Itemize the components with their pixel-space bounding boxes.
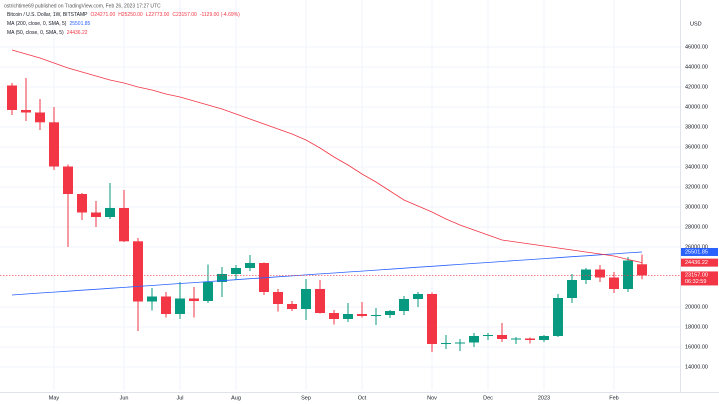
candle-body <box>161 296 171 314</box>
ma-line <box>11 49 643 264</box>
candle-body <box>189 298 199 301</box>
y-tick-label: 34000.00 <box>685 164 708 170</box>
symbol: Bitcoin / U.S. Dollar, 1W, BITSTAMP O2427… <box>7 12 240 18</box>
candle-body <box>399 299 409 311</box>
candle-body <box>413 294 423 299</box>
candle-body <box>287 304 297 309</box>
y-tick-label: 44000.00 <box>685 64 708 70</box>
candle-body <box>623 260 633 289</box>
x-tick-label: Oct <box>358 395 367 401</box>
y-tick-label: 30000.00 <box>685 204 708 210</box>
candle-body <box>63 166 73 194</box>
x-tick-label: Dec <box>483 395 493 401</box>
candle-body <box>315 289 325 313</box>
candle-body <box>469 336 479 343</box>
x-tick-label: Nov <box>427 395 437 401</box>
candle-body <box>273 292 283 304</box>
candle-body <box>301 289 311 309</box>
y-tick-label: 26000.00 <box>685 244 708 250</box>
y-tick-label: 14000.00 <box>685 364 708 370</box>
ohlc-value: H25250.00 <box>118 12 143 18</box>
candle-body <box>77 194 87 213</box>
y-tick-label: 38000.00 <box>685 124 708 130</box>
x-tick-label: Jun <box>120 395 129 401</box>
candle-body <box>35 112 45 123</box>
candle-body <box>609 277 619 289</box>
candle-body <box>567 280 577 298</box>
candle-body <box>49 122 59 167</box>
y-tick-label: 40000.00 <box>685 104 708 110</box>
candle-body <box>105 208 115 217</box>
candle-body <box>203 282 213 301</box>
legend-value: 24436.22 <box>67 30 88 36</box>
y-tick-label: 18000.00 <box>685 324 708 330</box>
price-tag <box>681 258 718 267</box>
price-tag-label: 23157.00 <box>685 272 708 278</box>
x-tick-label: May <box>49 395 60 401</box>
legend-name: MA (50, close, 0, SMA, 5) <box>7 30 64 36</box>
candle-body <box>231 268 241 274</box>
ohlc-value: -1129.00 (-4.69%) <box>200 12 240 18</box>
y-tick-label: 36000.00 <box>685 144 708 150</box>
candle-body <box>441 343 451 344</box>
x-tick-label: Feb <box>609 395 618 401</box>
candle-body <box>21 110 31 113</box>
candle-body <box>329 313 339 319</box>
candle-body <box>119 208 129 242</box>
candle-body <box>217 274 227 282</box>
candle-body <box>385 311 395 315</box>
candle-body <box>525 338 535 340</box>
candle-body <box>581 269 591 280</box>
price-tag-label: 24436.22 <box>685 260 708 266</box>
y-tick-label: 46000.00 <box>685 44 708 50</box>
y-tick-label: 32000.00 <box>685 184 708 190</box>
candle-body <box>175 298 185 314</box>
candle-body <box>91 212 101 217</box>
currency: USD <box>690 21 702 27</box>
price-tag <box>681 247 718 256</box>
candle-body <box>147 296 157 302</box>
ohlc-value: L22773.00 <box>146 12 170 18</box>
price-tag-label: 25501.85 <box>685 249 708 255</box>
countdown: 06:32:59 <box>685 279 706 285</box>
candle-body <box>371 315 381 316</box>
x-tick-label: 2023 <box>538 395 550 401</box>
legend-entry: MA (50, close, 0, SMA, 5) 24436.22 <box>7 30 88 36</box>
x-tick-label: Aug <box>231 395 241 401</box>
candle-body <box>497 335 507 339</box>
ma-line <box>11 251 643 296</box>
y-tick-label: 20000.00 <box>685 304 708 310</box>
ohlc-value: C23157.00 <box>172 12 197 18</box>
candle-body <box>357 314 367 316</box>
candle-body <box>539 336 549 340</box>
y-tick-label: 16000.00 <box>685 344 708 350</box>
candle-body <box>637 264 647 276</box>
ohlc-value: O24271.00 <box>90 12 115 18</box>
candle-body <box>553 298 563 336</box>
candle-body <box>511 338 521 340</box>
candle-body <box>483 335 493 336</box>
legend-entry: MA (200, close, 0, SMA, 5) 25501.85 <box>7 21 91 27</box>
candle-body <box>595 269 605 278</box>
candle-body <box>427 294 437 344</box>
candle-body <box>7 85 17 110</box>
candle-body <box>343 314 353 319</box>
price-tag <box>681 271 718 286</box>
header: ostrichtime69 published on TradingView.c… <box>4 3 161 9</box>
symbol-name: Bitcoin / U.S. Dollar, 1W, BITSTAMP <box>7 12 88 18</box>
legend-value: 25501.85 <box>69 21 90 27</box>
x-tick-label: Sep <box>301 395 311 401</box>
legend-name: MA (200, close, 0, SMA, 5) <box>7 21 67 27</box>
candle-body <box>455 342 465 344</box>
x-tick-label: Jul <box>176 395 183 401</box>
y-tick-label: 42000.00 <box>685 84 708 90</box>
candle-body <box>133 241 143 302</box>
candle-body <box>245 263 255 268</box>
y-tick-label: 28000.00 <box>685 224 708 230</box>
